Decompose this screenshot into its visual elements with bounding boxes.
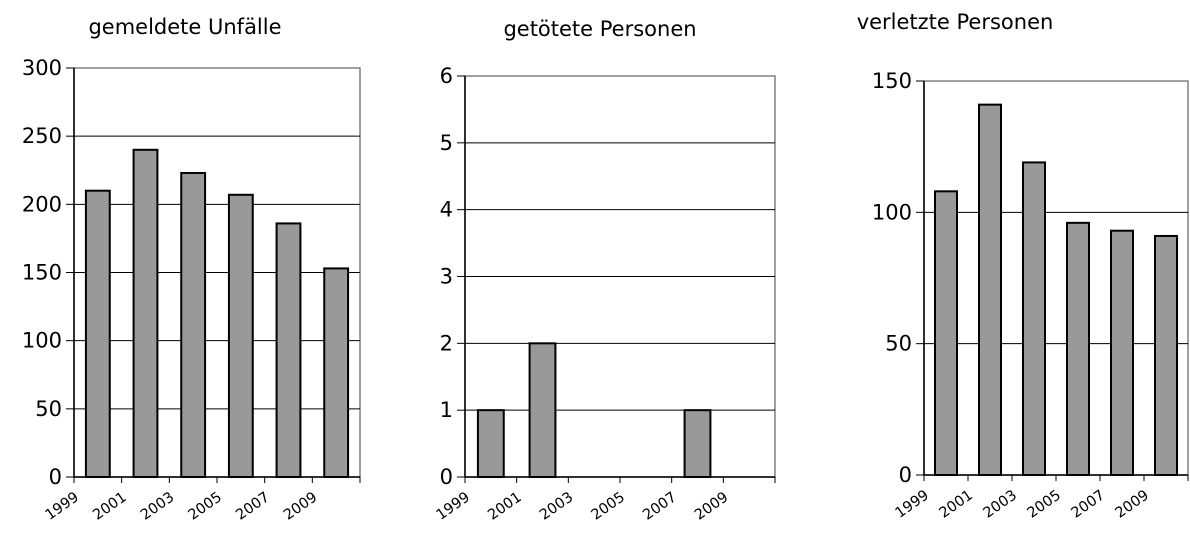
x-tick-label: 1999 <box>434 489 473 523</box>
bar <box>132 148 159 479</box>
x-tick-label: 2009 <box>281 489 320 523</box>
y-tick-label: 1 <box>440 398 453 422</box>
bar <box>227 193 254 478</box>
x-tick-label: 2007 <box>1069 487 1108 521</box>
y-tick-label: 6 <box>440 64 453 88</box>
y-tick-label: 0 <box>440 465 453 489</box>
bar <box>683 409 712 478</box>
bar <box>1066 221 1090 476</box>
bar <box>180 171 207 479</box>
x-tick-label: 2003 <box>981 487 1020 521</box>
x-tick-label: 1999 <box>893 487 932 521</box>
x-tick-label: 1999 <box>43 489 82 523</box>
y-tick-label: 300 <box>22 56 62 80</box>
chart-getoetete-personen: getötete Personen 0 1 2 3 4 5 6 1999 2001 2003 2005… <box>400 0 785 545</box>
bar <box>934 190 958 476</box>
y-tick-label: 0 <box>899 463 912 487</box>
chart-title: verletzte Personen <box>857 10 1054 34</box>
x-tick-label: 2005 <box>186 489 225 523</box>
x-tick-label: 2001 <box>937 487 976 521</box>
y-tick-label: 100 <box>872 200 912 224</box>
y-tick-label: 5 <box>440 131 453 155</box>
y-tick-label: 250 <box>22 124 62 148</box>
y-tick-label: 4 <box>440 198 453 222</box>
bar <box>1154 234 1178 476</box>
bar <box>275 222 302 478</box>
bar <box>528 342 557 479</box>
x-tick-label: 2009 <box>692 489 731 523</box>
x-tick-label: 2005 <box>589 489 628 523</box>
y-tick-label: 50 <box>35 397 62 421</box>
y-tick-label: 2 <box>440 331 453 355</box>
x-tick-label: 2003 <box>537 489 576 523</box>
chart-verletzte-personen: verletzte Personen 0 50 100 150 1999 2001 2003 2… <box>800 0 1190 545</box>
bar <box>978 103 1002 476</box>
chart-title: gemeldete Unfälle <box>88 15 281 39</box>
plot-area-frame <box>923 80 1189 476</box>
y-tick-label: 3 <box>440 265 453 289</box>
bar <box>476 409 505 478</box>
chart-title: getötete Personen <box>503 17 696 41</box>
x-tick-label: 2007 <box>233 489 272 523</box>
x-tick-label: 2001 <box>90 489 129 523</box>
x-tick-label: 2009 <box>1113 487 1152 521</box>
y-tick-label: 50 <box>885 332 912 356</box>
bar <box>1022 161 1046 476</box>
y-tick-label: 200 <box>22 192 62 216</box>
bar <box>1110 229 1134 476</box>
x-tick-label: 2003 <box>138 489 177 523</box>
bar <box>323 267 350 478</box>
y-tick-label: 100 <box>22 329 62 353</box>
chart-svg: getötete Personen 0 1 2 3 4 5 6 1999 2001 2003 2005… <box>434 17 776 524</box>
x-tick-label: 2007 <box>640 489 679 523</box>
y-tick-label: 150 <box>22 261 62 285</box>
y-tick-label: 150 <box>872 69 912 93</box>
x-tick-label: 2005 <box>1025 487 1064 521</box>
y-tick-label: 0 <box>49 465 62 489</box>
x-tick-label: 2001 <box>485 489 524 523</box>
bar <box>84 189 111 478</box>
chart-gemeldete-unfaelle: gemeldete Unfälle 0 50 100 150 200 250 300 1999 2… <box>0 0 385 545</box>
